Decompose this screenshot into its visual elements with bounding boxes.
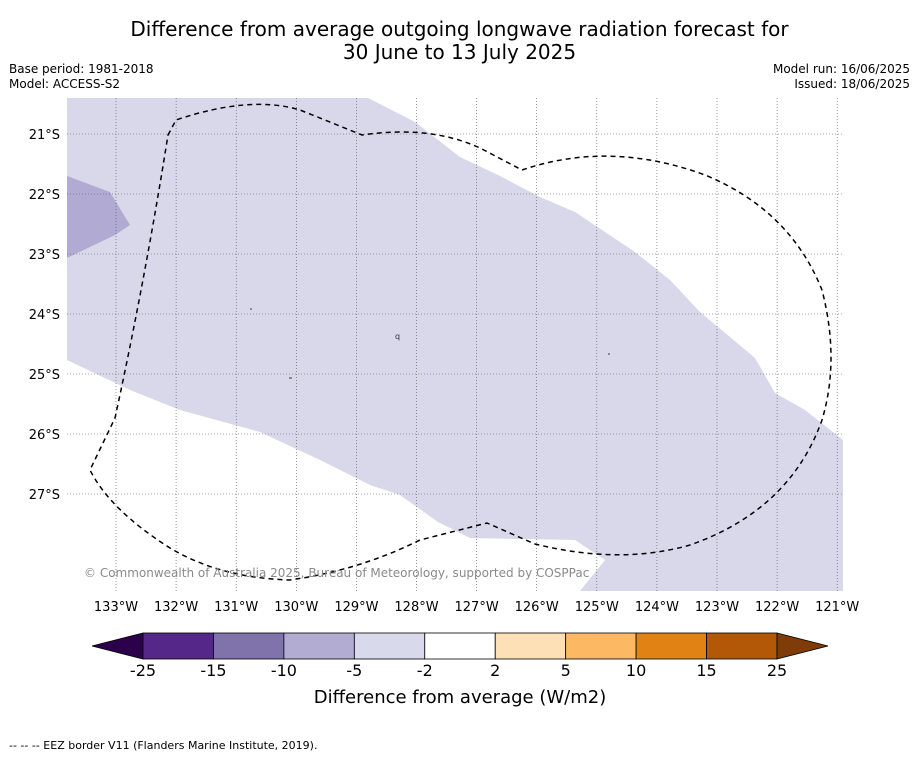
map-speck [250, 308, 252, 310]
map-speck-island: q [395, 332, 400, 341]
longitude-label: 127°W [455, 600, 499, 615]
colorbar-segment [353, 632, 426, 660]
latitude-label: 25°S [29, 368, 60, 383]
eez-border [89, 103, 832, 581]
longitude-label: 121°W [815, 600, 859, 615]
colorbar-tick-label: 10 [626, 661, 646, 680]
colorbar-tick-label: 15 [696, 661, 716, 680]
latitude-label: 22°S [29, 188, 60, 203]
base-period-text: Base period: 1981-2018 [9, 62, 154, 76]
latitude-label: 23°S [29, 248, 60, 263]
longitude-label: 131°W [214, 600, 258, 615]
map-title: Difference from average outgoing longwav… [0, 18, 919, 64]
longitude-label: 130°W [274, 600, 318, 615]
longitude-label: 122°W [755, 600, 799, 615]
longitude-label: 132°W [154, 600, 198, 615]
colorbar-tick-label: -15 [200, 661, 226, 680]
colorbar-tick-label: -2 [417, 661, 433, 680]
latitude-label: 24°S [29, 308, 60, 323]
graticule [67, 98, 843, 591]
latitude-label: 26°S [29, 428, 60, 443]
colorbar-segment [706, 632, 778, 660]
latitude-labels: 21°S 22°S 23°S 24°S 25°S 26°S 27°S [29, 128, 60, 503]
colorbar-segment [283, 632, 355, 660]
colorbar-segment [213, 632, 285, 660]
colorbar: -25 -15 -10 -5 -2 2 5 10 15 25 [91, 632, 829, 680]
colorbar-segment [635, 632, 707, 660]
colorbar-tick-label: 5 [561, 661, 571, 680]
longitude-label: 124°W [635, 600, 679, 615]
colorbar-tick-label: -25 [130, 661, 156, 680]
colorbar-segment [565, 632, 637, 660]
copyright-text: © Commonwealth of Australia 2025, Bureau… [84, 566, 589, 580]
eez-footnote: -- -- -- EEZ border V11 (Flanders Marine… [9, 739, 318, 752]
colorbar-tick-label: -5 [346, 661, 362, 680]
longitude-label: 133°W [94, 600, 138, 615]
map-title-line1: Difference from average outgoing longwav… [130, 17, 789, 41]
colorbar-extend-low [91, 632, 144, 660]
longitude-label: 123°W [695, 600, 739, 615]
colorbar-extend-high [776, 632, 829, 660]
longitude-labels: 133°W 132°W 131°W 130°W 129°W 128°W 127°W 126°W… [94, 600, 860, 615]
colorbar-segment [494, 632, 567, 660]
anomaly-region-mid [67, 176, 130, 258]
longitude-label: 128°W [394, 600, 438, 615]
issued-text: Issued: 18/06/2025 [794, 77, 910, 91]
map-title-line2: 30 June to 13 July 2025 [342, 40, 577, 64]
meta-right: Model run: 16/06/2025 Issued: 18/06/2025 [773, 62, 910, 92]
colorbar-segment [424, 632, 496, 660]
colorbar-tick-label: -10 [271, 661, 297, 680]
longitude-label: 125°W [575, 600, 619, 615]
map-area [67, 98, 843, 591]
latitude-label: 27°S [29, 488, 60, 503]
latitude-label: 21°S [29, 128, 60, 143]
longitude-label: 126°W [515, 600, 559, 615]
anomaly-region-light [67, 98, 843, 591]
model-run-text: Model run: 16/06/2025 [772, 62, 910, 76]
colorbar-tick-label: 25 [767, 661, 787, 680]
meta-left: Base period: 1981-2018 Model: ACCESS-S2 [9, 62, 154, 92]
colorbar-segment [142, 632, 214, 660]
colorbar-label: Difference from average (W/m2) [314, 687, 606, 708]
model-text: Model: ACCESS-S2 [9, 77, 121, 91]
longitude-label: 129°W [334, 600, 378, 615]
colorbar-tick-label: 2 [490, 661, 500, 680]
